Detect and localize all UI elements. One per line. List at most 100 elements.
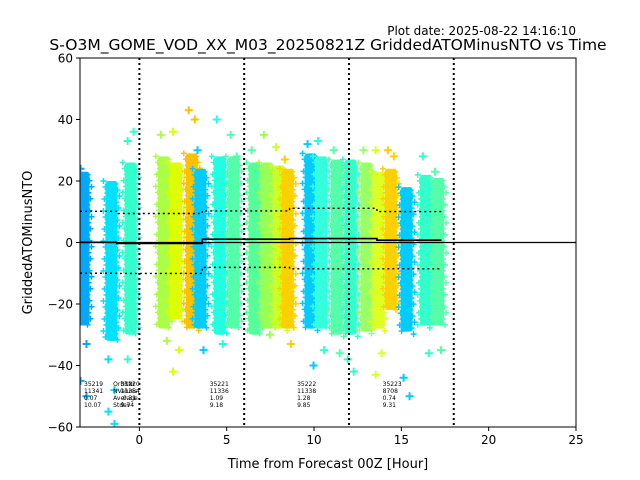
outlier-marker <box>232 152 241 161</box>
outlier-marker <box>169 127 178 136</box>
stats-value: 11338 <box>297 388 316 395</box>
y-tick-label: 40 <box>58 113 73 127</box>
stats-value: 35221 <box>210 381 229 388</box>
data-strip-16 <box>339 156 362 376</box>
y-tick-label: 0 <box>65 236 73 250</box>
outlier-marker <box>424 349 433 358</box>
outlier-marker <box>272 143 281 152</box>
data-strip-1 <box>100 178 123 427</box>
mean-step-line <box>80 237 442 245</box>
data-strip-6 <box>189 146 212 355</box>
stats-value: 0.74 <box>383 395 397 402</box>
stats-value: 35219 <box>84 381 103 388</box>
outlier-marker <box>175 346 184 355</box>
plot-date: Plot date: 2025-08-22 14:16:10 <box>387 24 576 38</box>
data-lines <box>80 58 576 427</box>
x-tick-label: 15 <box>394 433 409 447</box>
outlier-marker <box>110 386 119 395</box>
outlier-marker <box>437 346 446 355</box>
data-strip-7 <box>208 115 231 348</box>
stats-value: 1.09 <box>210 395 224 402</box>
outlier-marker <box>280 155 289 164</box>
data-strip-14 <box>310 137 333 355</box>
outlier-marker <box>377 349 386 358</box>
outlier-marker <box>359 146 368 155</box>
outlier-marker <box>343 355 352 364</box>
outlier-marker <box>123 355 132 364</box>
outlier-marker <box>418 152 427 161</box>
stats-row-label: NValues <box>113 388 137 395</box>
outlier-marker <box>383 146 392 155</box>
stats-value: 1.28 <box>297 395 311 402</box>
outlier-marker <box>123 137 132 146</box>
outlier-marker <box>431 167 440 176</box>
stats-row-label: Stdev <box>113 402 131 409</box>
data-strips <box>80 106 450 427</box>
stdev-lower-line <box>80 266 442 275</box>
data-strip-20 <box>395 184 418 401</box>
outlier-marker <box>399 373 408 382</box>
data-strip-9 <box>243 146 266 337</box>
data-strip-19 <box>379 146 402 313</box>
x-tick-label: 0 <box>136 433 144 447</box>
stats-value: 10.07 <box>84 402 101 409</box>
stats-value: 8708 <box>383 388 398 395</box>
stats-value: -0.31 <box>121 395 137 402</box>
outlier-marker <box>314 137 323 146</box>
stats-row-label: Average <box>113 395 138 402</box>
outlier-marker <box>226 130 235 139</box>
outlier-marker <box>303 140 312 149</box>
outlier-marker <box>405 392 414 401</box>
stats-value: 9.18 <box>210 402 224 409</box>
plot-area <box>80 58 576 427</box>
chart-title: S-O3M_GOME_VOD_XX_M03_20250821Z GriddedA… <box>49 36 606 55</box>
outlier-marker <box>184 106 193 115</box>
outlier-marker <box>212 115 221 124</box>
stats-value: 35223 <box>383 381 402 388</box>
x-axis-label: Time from Forecast 00Z [Hour] <box>227 457 429 472</box>
stats-value: 9.74 <box>121 402 135 409</box>
stats-value: 9.31 <box>383 402 397 409</box>
y-axis-label: GriddedATOMinusNTO <box>21 171 36 315</box>
data-strip-0 <box>80 164 95 401</box>
outlier-marker <box>82 392 91 401</box>
axes: 0 5 10 15 20 25 −60 −40 −20 0 20 40 60 <box>48 52 584 448</box>
outlier-marker <box>162 336 171 345</box>
outlier-marker <box>335 349 344 358</box>
outlier-marker <box>329 146 338 155</box>
y-tick-label: −40 <box>48 359 73 373</box>
stats-value: 9.85 <box>297 402 311 409</box>
x-tick-label: 5 <box>223 433 231 447</box>
stats-value: 35220 <box>121 381 140 388</box>
data-strip-4 <box>165 127 188 376</box>
outlier-marker <box>169 367 178 376</box>
data-strip-17 <box>355 146 378 337</box>
data-strip-10 <box>255 130 278 339</box>
y-tick-label: 60 <box>58 52 73 66</box>
stats-value: 11354 <box>121 388 140 395</box>
data-strip-12 <box>276 155 299 348</box>
data-strip-8 <box>222 130 245 331</box>
stats-value: 0.07 <box>84 395 98 402</box>
outlier-marker <box>82 339 91 348</box>
data-strip-13 <box>299 140 322 370</box>
outlier-marker <box>265 330 274 339</box>
outlier-marker <box>193 146 202 155</box>
outlier-marker <box>286 339 295 348</box>
outlier-marker <box>218 339 227 348</box>
outlier-marker <box>199 346 208 355</box>
outlier-marker <box>190 115 199 124</box>
outlier-marker <box>349 367 358 376</box>
outlier-marker <box>104 355 113 364</box>
outlier-marker <box>156 130 165 139</box>
outlier-marker <box>247 146 256 155</box>
stats-value: 11336 <box>210 388 229 395</box>
outlier-marker <box>371 146 380 155</box>
y-tick-label: 20 <box>58 175 73 189</box>
stats-value: 35222 <box>297 381 316 388</box>
outlier-marker <box>389 152 398 161</box>
outlier-marker <box>309 361 318 370</box>
x-tick-label: 20 <box>481 433 496 447</box>
